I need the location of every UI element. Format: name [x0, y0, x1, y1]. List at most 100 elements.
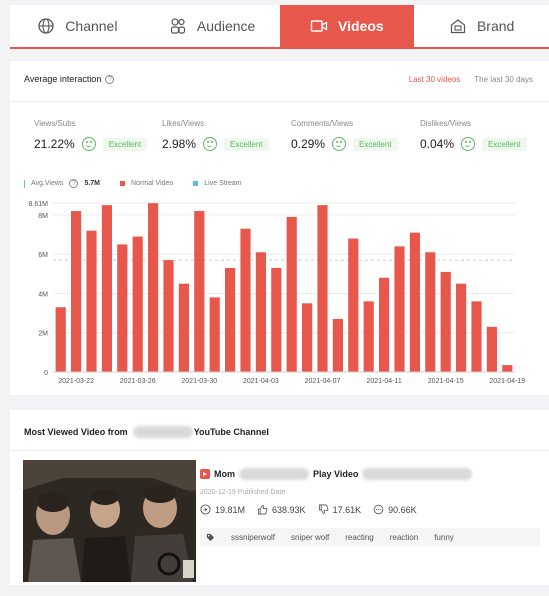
views-value: 19.81M	[215, 504, 246, 515]
rating-badge: Excellent	[102, 137, 148, 151]
metric-value: 2.98%	[162, 137, 197, 151]
most-viewed-title: Most Viewed Video from YouTube Channel	[24, 426, 269, 438]
metric-label: Dislikes/Views	[420, 119, 471, 128]
period-last-30-days[interactable]: The last 30 days	[474, 75, 533, 84]
tab-videos[interactable]: Videos	[279, 5, 415, 47]
period-switch: Last 30 videos The last 30 days	[409, 75, 533, 84]
rating-badge: Excellent	[482, 137, 527, 151]
chart-bar[interactable]	[363, 301, 374, 372]
x-tick-label: 2021-04-07	[305, 378, 341, 385]
chart-bar[interactable]	[225, 267, 236, 372]
tag-item[interactable]: sssniperwolf	[231, 532, 276, 542]
video-tags: sssniperwolf sniper wolf reacting reacti…	[200, 528, 540, 546]
chart-bar[interactable]	[302, 303, 313, 372]
tag-item[interactable]: sniper wolf	[291, 532, 330, 542]
stat-likes: 638.93K	[257, 504, 306, 515]
metric-value: 0.04%	[420, 137, 455, 151]
thumbs-down-icon	[318, 504, 328, 515]
video-title-mid: Play Video	[313, 469, 359, 479]
x-tick-label: 2021-04-19	[489, 378, 525, 385]
chart-bar[interactable]	[163, 260, 174, 372]
y-tick-label: 6M	[38, 252, 48, 259]
chart-bar[interactable]	[148, 203, 159, 372]
average-interaction-title: Average interaction ?	[24, 74, 115, 84]
metric-likes-views: Likes/Views 2.98% Excellent	[162, 119, 290, 151]
x-tick-label: 2021-04-11	[366, 378, 401, 385]
tab-videos-label: Videos	[338, 18, 384, 34]
y-tick-label: 8M	[38, 213, 48, 220]
chart-bar[interactable]	[332, 319, 343, 372]
likes-value: 638.93K	[272, 504, 306, 515]
help-icon[interactable]: ?	[105, 74, 115, 84]
chart-bar[interactable]	[409, 232, 420, 372]
smiley-icon	[81, 137, 96, 151]
y-tick-label: 0	[44, 370, 48, 377]
brand-icon	[449, 17, 467, 35]
chart-bar[interactable]	[348, 238, 359, 372]
chart-bar[interactable]	[394, 246, 405, 372]
chart-bar[interactable]	[178, 283, 189, 372]
chart-bar[interactable]	[240, 228, 251, 372]
chart-bar[interactable]	[86, 230, 97, 372]
thumbnail-image	[23, 460, 196, 582]
metric-label: Likes/Views	[162, 119, 205, 128]
video-title[interactable]: Mom Play Video	[200, 468, 473, 480]
legend-normal-swatch	[120, 181, 125, 186]
video-title-start: Mom	[214, 469, 235, 479]
legend-live-swatch	[193, 181, 199, 186]
chart-bar[interactable]	[471, 301, 482, 372]
chart-bar[interactable]	[271, 267, 282, 372]
chart-bar[interactable]	[379, 277, 390, 372]
legend-normal-label[interactable]: Normal Video	[131, 180, 174, 187]
y-max-label: 8.61M	[29, 201, 49, 208]
redacted-channel-name	[132, 426, 193, 438]
metric-label: Views/Subs	[34, 119, 76, 128]
audience-icon	[169, 17, 187, 35]
tab-audience[interactable]: Audience	[145, 5, 280, 47]
most-viewed-title-suffix: YouTube Channel	[193, 427, 269, 437]
tab-brand-label: Brand	[476, 18, 515, 34]
legend-avg-marker	[24, 179, 25, 188]
chart-bar[interactable]	[132, 236, 143, 372]
chart-bar[interactable]	[255, 252, 266, 372]
x-tick-label: 2021-03-30	[181, 378, 217, 385]
legend-live-label[interactable]: Live Stream	[204, 180, 242, 187]
divider	[10, 101, 549, 102]
chart-bar[interactable]	[55, 307, 66, 372]
period-last-30-videos[interactable]: Last 30 videos	[408, 75, 461, 84]
chart-bar[interactable]	[440, 271, 451, 372]
tab-brand[interactable]: Brand	[414, 5, 549, 47]
smiley-icon	[332, 137, 347, 151]
metric-comments-views: Comments/Views 0.29% Excellent	[291, 119, 419, 151]
average-interaction-card: Average interaction ? Last 30 videos The…	[10, 61, 549, 395]
tab-channel-label: Channel	[65, 18, 118, 34]
metric-views-subs: Views/Subs 21.22% Excellent	[34, 119, 162, 151]
chart-bar[interactable]	[286, 216, 297, 372]
globe-icon	[37, 17, 55, 35]
chart-bar[interactable]	[194, 211, 205, 372]
chart-bar[interactable]	[425, 252, 436, 372]
tab-audience-label: Audience	[196, 18, 256, 34]
legend-avg-value: 5.7M	[84, 180, 100, 187]
chart-bar[interactable]	[486, 326, 497, 372]
tag-item[interactable]: reaction	[389, 532, 419, 542]
stat-views: 19.81M	[200, 504, 245, 515]
chart-bar[interactable]	[71, 211, 82, 372]
chart-bar[interactable]	[117, 244, 128, 372]
chart-bar[interactable]	[209, 297, 220, 372]
chart-bar[interactable]	[101, 205, 112, 372]
tab-channel[interactable]: Channel	[10, 5, 145, 47]
views-bar-chart: 0 2M 4M 6M 8M 8.61M 2021-03-22 2021-03-26 2021-0…	[29, 201, 526, 385]
chart-bar[interactable]	[502, 365, 513, 372]
help-icon[interactable]: ?	[69, 179, 79, 188]
comment-icon	[373, 504, 384, 515]
chart-bar[interactable]	[317, 205, 328, 372]
comments-value: 90.66K	[388, 504, 417, 515]
video-thumbnail[interactable]	[23, 460, 196, 582]
tag-item[interactable]: reacting	[345, 532, 374, 542]
smiley-icon	[461, 137, 476, 151]
chart-bar[interactable]	[456, 283, 467, 372]
legend-avg-label: Avg.Views	[31, 180, 64, 187]
x-tick-label: 2021-03-26	[120, 378, 156, 385]
tag-item[interactable]: funny	[434, 532, 454, 542]
